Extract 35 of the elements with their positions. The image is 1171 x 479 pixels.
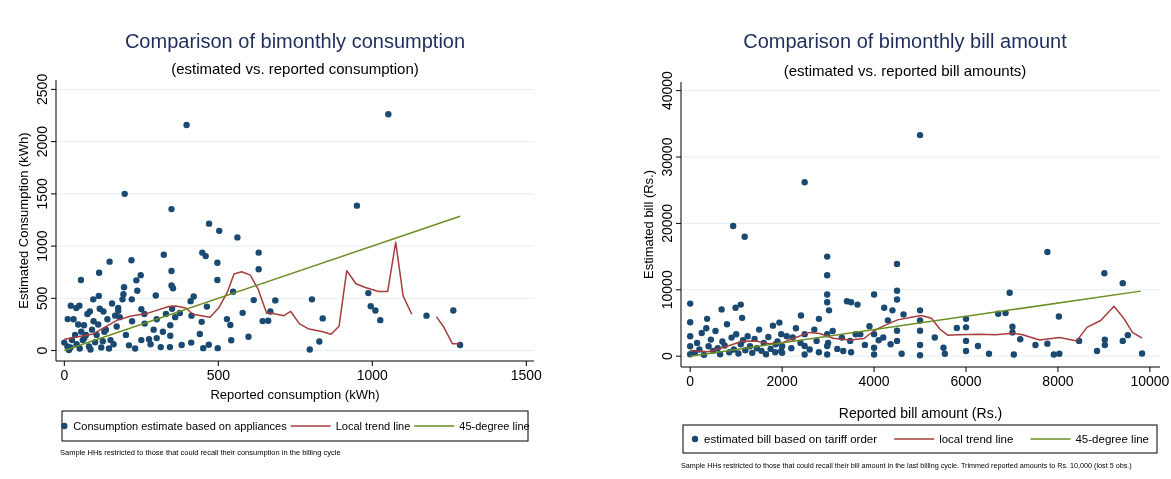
x-tick-label: 8000 <box>1042 373 1074 389</box>
x-tick-label: 2000 <box>766 373 798 389</box>
y-tick-label: 500 <box>34 286 50 310</box>
legend-label: Local trend line <box>335 419 411 432</box>
chart-title: Comparison of bimonthly bill amount <box>743 30 1068 52</box>
x-tick-label: 1500 <box>510 367 543 383</box>
y-tick-label: 30000 <box>659 137 675 177</box>
y-tick-label: 2000 <box>34 125 50 158</box>
x-axis-title: Reported consumption (kWh) <box>210 387 380 402</box>
x-tick-label: 1000 <box>356 367 389 383</box>
y-tick-label: 20000 <box>659 203 675 243</box>
y-tick-label: 0 <box>659 352 675 361</box>
x-tick-label: 10000 <box>1130 373 1170 389</box>
y-axis-title: Estimated bill (Rs.) <box>641 169 656 280</box>
y-tick-label: 0 <box>34 346 50 355</box>
x-tick-label: 0 <box>60 367 69 383</box>
legend-label: 45-degree line <box>1075 433 1150 446</box>
legend-label: Consumption estimate based on appliances <box>73 419 288 432</box>
x-tick-label: 500 <box>206 367 231 383</box>
chart-subtitle: (estimated vs. reported consumption) <box>171 60 419 77</box>
legend-label: estimated bill based on tariff order <box>704 433 878 446</box>
chart-subtitle: (estimated vs. reported bill amounts) <box>783 62 1027 79</box>
chart-title: Comparison of bimonthly consumption <box>124 30 466 52</box>
y-tick-label: 10000 <box>659 270 675 310</box>
y-tick-label: 1500 <box>34 178 50 210</box>
y-axis-title: Estimated Consumption (kWh) <box>16 132 31 309</box>
legend-label: local trend line <box>939 433 1014 446</box>
y-tick-label: 1000 <box>34 230 50 262</box>
legend-label: 45-degree line <box>459 419 530 432</box>
x-tick-label: 6000 <box>950 373 982 389</box>
y-tick-label: 2500 <box>34 73 50 105</box>
x-tick-label: 0 <box>686 373 695 389</box>
x-tick-label: 4000 <box>858 373 890 389</box>
y-tick-label: 40000 <box>659 70 675 111</box>
x-axis-title: Reported bill amount (Rs.) <box>838 405 1003 421</box>
